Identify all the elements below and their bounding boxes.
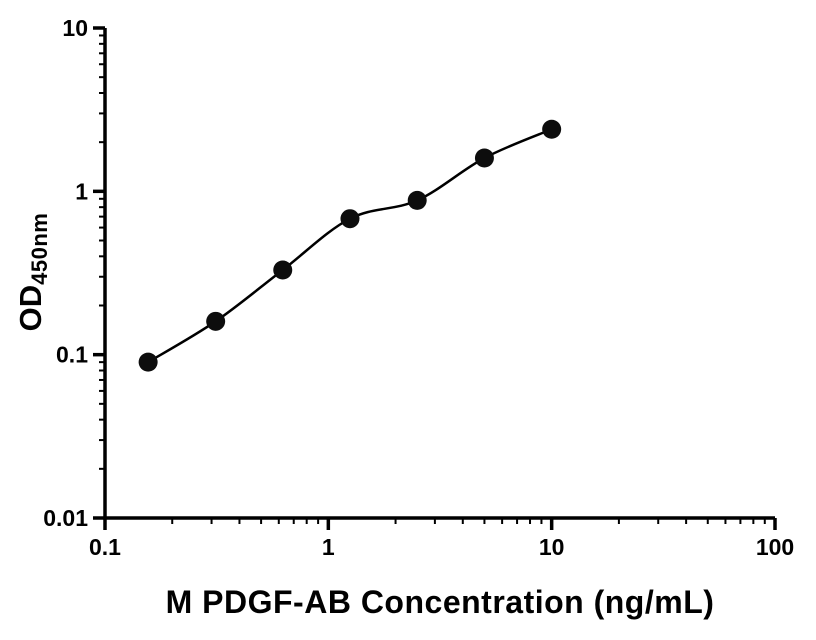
y-tick-label: 1 — [75, 178, 88, 204]
y-axis-title-main: OD — [13, 284, 48, 332]
data-point — [474, 148, 494, 168]
x-tick-label: 100 — [756, 534, 794, 560]
y-tick-label: 0.01 — [43, 505, 88, 531]
axes — [103, 28, 775, 520]
x-tick-label: 10 — [539, 534, 565, 560]
x-tick-label: 1 — [322, 534, 335, 560]
data-point — [138, 352, 158, 372]
y-axis-title: OD450nm — [13, 213, 53, 332]
x-tick-label: 0.1 — [89, 534, 121, 560]
data-point — [340, 209, 360, 229]
x-axis-title: M PDGF-AB Concentration (ng/mL) — [165, 584, 715, 620]
data-point — [273, 260, 293, 280]
y-axis-title-subscript: 450nm — [27, 212, 52, 285]
data-point — [542, 119, 562, 139]
y-tick-label: 0.1 — [56, 342, 88, 368]
y-tick-label: 10 — [62, 15, 88, 41]
data-point — [206, 311, 226, 331]
data-point — [407, 190, 427, 210]
